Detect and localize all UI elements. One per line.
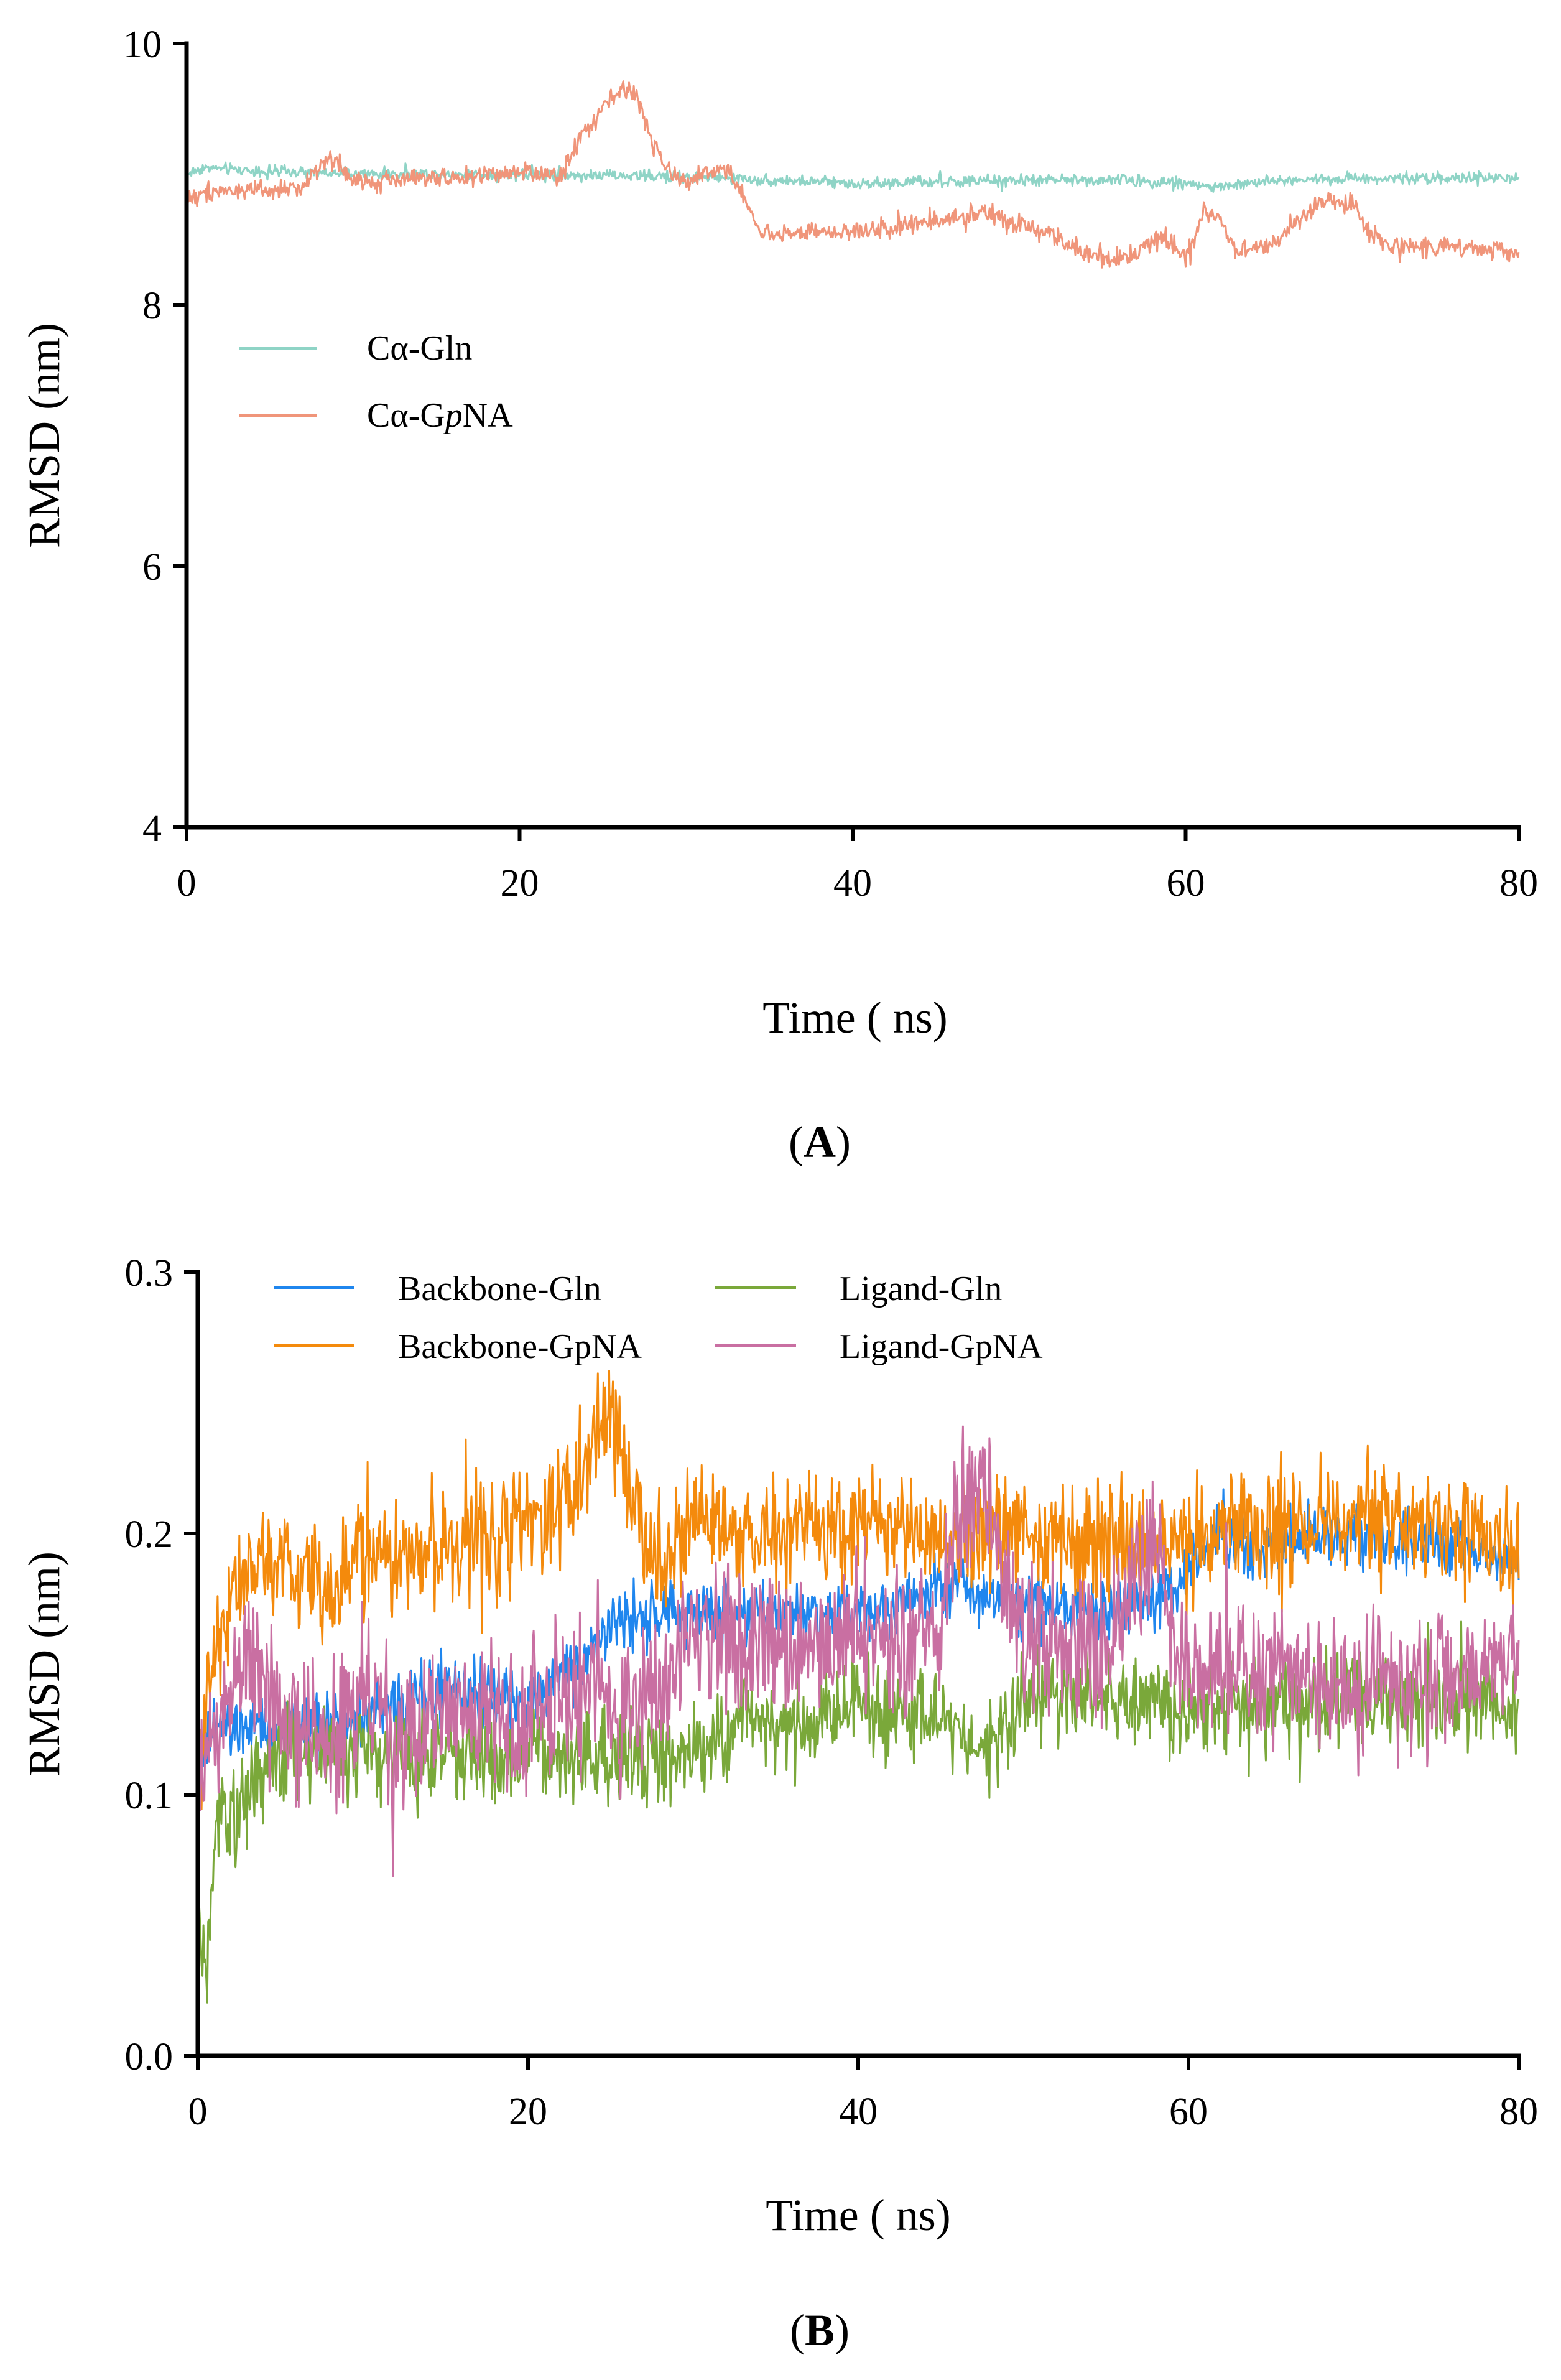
panel-b-x-axis-title: Time ( ns): [766, 2190, 950, 2240]
panel-b-series-backbone-gpna: [197, 1370, 1520, 1820]
panel-a-legend-label-gpna: Cα-GpNA: [367, 396, 513, 435]
panel-a-series-group: [185, 80, 1520, 269]
panel-b-legend-label-ligand-gln: Ligand-Gln: [840, 1270, 1002, 1308]
panel-b-y-tick-label: 0.0: [125, 2036, 174, 2078]
panel-b-series-ligand-gpna: [197, 1425, 1520, 1877]
panel-b-y-tick-label: 0.2: [125, 1513, 174, 1556]
panel-a-y-tick-label: 10: [123, 24, 162, 66]
panel-a-y-tick-label: 8: [142, 285, 162, 327]
panel-b-series-backbone-gln: [197, 1488, 1520, 1813]
panel-a-x-tick-label: 20: [501, 862, 539, 904]
panel-b-series-group: [197, 1370, 1520, 2004]
panel-a-x-axis-title: Time ( ns): [762, 993, 947, 1043]
panel-a-legend-label-gln: Cα-Gln: [367, 329, 472, 368]
panel-a-y-tick-label: 6: [142, 546, 162, 588]
panel-a-x-tick-label: 0: [177, 862, 197, 904]
panel-b-x-tick-label: 40: [839, 2091, 878, 2133]
panel-b-legend-label-backbone-gln: Backbone-Gln: [398, 1270, 601, 1308]
panel-a-y-axis-title: RMSD (nm): [19, 323, 69, 548]
panel-b-chart: 0 20 40 60 80 0.0 0.1 0.2 0.3 Backbone-Gln Backb…: [19, 1252, 1538, 2355]
panel-a-legend: Cα-Gln Cα-GpNA: [239, 329, 513, 435]
panel-b-ticks: 0 20 40 60 80 0.0 0.1 0.2 0.3: [125, 1252, 1539, 2133]
panel-b-x-tick-label: 60: [1169, 2091, 1208, 2133]
panel-a-x-tick-label: 40: [833, 862, 872, 904]
panel-a-y-tick-label: 4: [142, 807, 162, 850]
panel-b-x-tick-label: 0: [188, 2091, 208, 2133]
panel-b-legend-label-backbone-gpna: Backbone-GpNA: [398, 1327, 642, 1366]
panel-a-x-tick-label: 80: [1499, 862, 1538, 904]
panel-a-x-tick-label: 60: [1167, 862, 1205, 904]
panel-b-y-tick-label: 0.3: [125, 1252, 174, 1295]
panel-b-x-tick-label: 20: [509, 2091, 547, 2133]
panel-a-series-c-gpna: [185, 80, 1520, 269]
panel-a-label: (A): [789, 1117, 851, 1167]
panel-b-label: (B): [790, 2305, 850, 2355]
panel-a-ticks: 0 20 40 60 80 4 6 8 10: [123, 24, 1538, 904]
panel-b-x-tick-label: 80: [1499, 2091, 1538, 2133]
panel-b-legend: Backbone-Gln Backbone-GpNA Ligand-Gln Li…: [274, 1270, 1043, 1366]
panel-b-legend-label-ligand-gpna: Ligand-GpNA: [840, 1327, 1043, 1366]
panel-a-series-c-gln: [185, 161, 1520, 193]
panel-b-y-axis-title: RMSD (nm): [19, 1551, 69, 1777]
panel-b-y-tick-label: 0.1: [125, 1775, 174, 1817]
